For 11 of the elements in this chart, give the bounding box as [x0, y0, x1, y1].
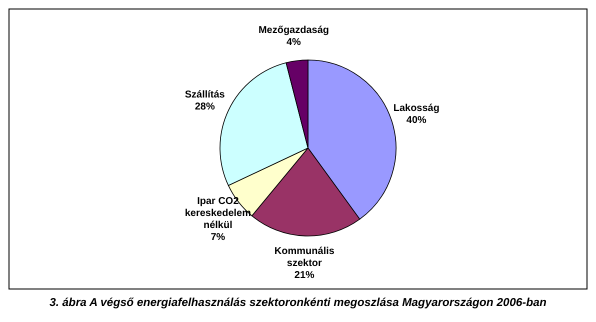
data-label: 28%: [194, 101, 215, 112]
data-label: 21%: [294, 270, 315, 281]
slice-label: Mezőgazdaság: [258, 24, 329, 36]
slice-label: Szállítás: [184, 89, 226, 100]
slice-label: Kommunális szektor: [274, 246, 335, 269]
slice-label: Ipar CO2 kereskedelem nélkül: [184, 196, 252, 231]
data-label: 4%: [286, 36, 302, 48]
data-label: 40%: [406, 114, 427, 126]
slice-label: Lakosság: [393, 102, 440, 114]
data-label: 7%: [210, 232, 226, 243]
text: 3. ábra A végső energiafelhasználás szektoronkénti megoszlása Magyarországon 2006-ban: [49, 297, 547, 309]
